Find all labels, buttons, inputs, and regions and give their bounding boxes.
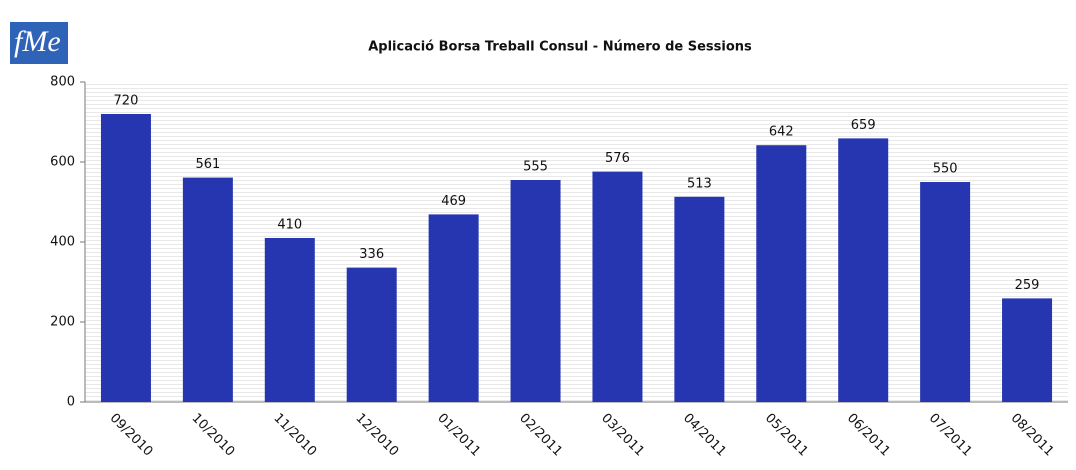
bar — [756, 145, 807, 402]
x-tick-label: 12/2010 — [352, 411, 401, 460]
y-tick-label: 400 — [50, 235, 75, 250]
value-label: 550 — [933, 162, 958, 177]
value-label: 259 — [1015, 278, 1040, 293]
value-label: 513 — [687, 176, 712, 191]
x-tick-label: 01/2011 — [434, 411, 483, 460]
plot-background — [85, 82, 1068, 402]
value-label: 469 — [441, 194, 466, 209]
value-label: 720 — [114, 94, 139, 109]
x-tick-label: 02/2011 — [516, 411, 565, 460]
value-label: 659 — [851, 118, 876, 133]
bar — [838, 138, 889, 402]
bar — [510, 180, 561, 402]
x-tick-label: 06/2011 — [844, 411, 893, 460]
x-tick-label: 07/2011 — [926, 411, 975, 460]
bar — [182, 177, 233, 402]
logo: fMe — [10, 22, 68, 64]
y-tick-label: 200 — [50, 315, 75, 330]
bar — [264, 238, 315, 402]
x-tick-label: 05/2011 — [762, 411, 811, 460]
bar — [920, 182, 971, 402]
bar — [674, 196, 725, 402]
bar — [592, 171, 643, 402]
bar — [346, 267, 397, 402]
logo-text: fMe — [14, 25, 61, 58]
x-tick-label: 08/2011 — [1008, 411, 1057, 460]
value-label: 642 — [769, 125, 794, 140]
x-tick-label: 09/2010 — [107, 411, 156, 460]
x-tick-label: 11/2010 — [270, 411, 319, 460]
value-label: 555 — [523, 160, 548, 175]
bar — [100, 114, 151, 402]
x-tick-label: 03/2011 — [598, 411, 647, 460]
value-label: 576 — [605, 151, 630, 166]
y-tick-label: 800 — [50, 75, 75, 90]
logo-box — [10, 22, 68, 64]
x-tick-label: 04/2011 — [680, 411, 729, 460]
bar — [1002, 298, 1053, 402]
value-label: 410 — [277, 218, 302, 233]
value-label: 336 — [359, 247, 384, 262]
bar — [428, 214, 479, 402]
y-tick-label: 0 — [67, 395, 75, 410]
chart-title: Aplicació Borsa Treball Consul - Número … — [368, 40, 752, 55]
y-tick-label: 600 — [50, 155, 75, 170]
x-tick-label: 10/2010 — [189, 411, 238, 460]
value-label: 561 — [195, 157, 220, 172]
